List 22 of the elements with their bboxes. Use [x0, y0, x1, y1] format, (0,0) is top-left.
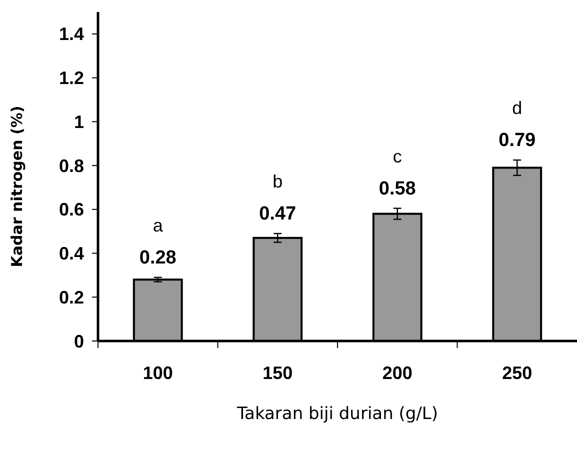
- y-tick-label: 1: [74, 112, 84, 132]
- data-label: 0.58: [378, 178, 416, 200]
- data-label: 0.47: [259, 204, 296, 225]
- x-tick-label: 100: [142, 363, 173, 383]
- x-axis-title: Takaran biji durian (g/L): [236, 404, 438, 424]
- y-tick-label: 1.2: [58, 68, 84, 88]
- x-tick-label: 200: [382, 363, 412, 383]
- annotation: c: [392, 146, 402, 166]
- y-tick-label: 1.4: [58, 24, 84, 44]
- y-tick-label: 0.4: [58, 244, 84, 264]
- data-label: 0.79: [498, 130, 536, 152]
- y-tick-label: 0.8: [58, 156, 84, 176]
- x-tick-label: 250: [502, 363, 532, 383]
- y-tick-label: 0: [74, 331, 84, 352]
- annotation: b: [272, 172, 283, 192]
- data-label: 0.28: [139, 247, 176, 268]
- annotation: a: [152, 215, 164, 236]
- y-axis-title: Kadar nitrogen (%): [8, 106, 26, 268]
- y-tick-label: 0.2: [58, 287, 84, 308]
- x-tick-label: 150: [262, 363, 293, 383]
- annotation: d: [512, 98, 522, 118]
- y-tick-label: 0.6: [58, 200, 84, 220]
